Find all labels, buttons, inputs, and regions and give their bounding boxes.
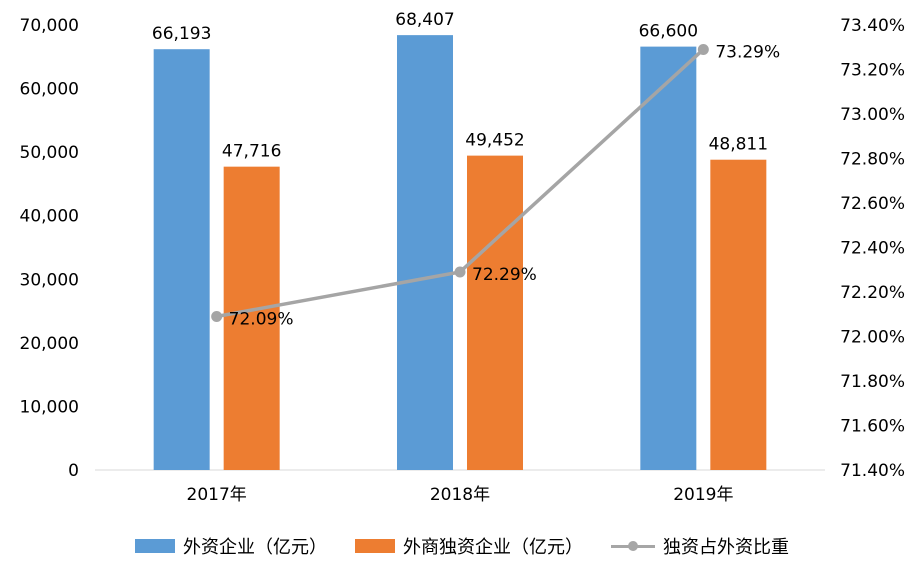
- y2-tick-label: 73.00%: [840, 105, 905, 125]
- y2-tick-label: 73.20%: [840, 61, 905, 81]
- bar: [467, 155, 523, 470]
- y2-tick-label: 72.20%: [840, 283, 905, 303]
- ratio-data-label: 73.29%: [715, 42, 780, 62]
- y2-tick-label: 72.40%: [840, 239, 905, 259]
- y2-tick-label: 72.80%: [840, 150, 905, 170]
- y-tick-label: 50,000: [20, 143, 79, 163]
- x-tick-label: 2018年: [430, 485, 490, 505]
- legend-label-wholly-owned: 外商独资企业（亿元）: [403, 537, 583, 558]
- y2-tick-label: 71.40%: [840, 461, 905, 481]
- y-tick-label: 60,000: [20, 80, 79, 100]
- ratio-data-label: 72.09%: [229, 309, 294, 329]
- bar: [640, 46, 697, 470]
- y-tick-label: 30,000: [20, 270, 79, 290]
- legend: 外资企业（亿元） 外商独资企业（亿元） 独资占外资比重: [0, 528, 924, 564]
- y2-tick-label: 72.00%: [840, 328, 905, 348]
- bar-data-label: 48,811: [709, 135, 768, 155]
- y-tick-label: 20,000: [20, 334, 79, 354]
- y2-tick-label: 71.80%: [840, 372, 905, 392]
- bar: [397, 35, 453, 471]
- legend-item-ratio: 独资占外资比重: [611, 533, 789, 559]
- ratio-data-label: 72.29%: [472, 265, 537, 285]
- y-tick-label: 70,000: [20, 16, 79, 36]
- bar-data-label: 49,452: [465, 131, 524, 151]
- x-tick-label: 2019年: [673, 485, 733, 505]
- y-tick-label: 10,000: [20, 397, 79, 417]
- y2-tick-label: 73.40%: [840, 16, 905, 36]
- legend-swatch-foreign: [135, 539, 175, 553]
- legend-label-foreign: 外资企业（亿元）: [183, 537, 327, 558]
- legend-item-foreign: 外资企业（亿元）: [135, 533, 327, 559]
- x-tick-label: 2017年: [187, 485, 247, 505]
- legend-label-ratio: 独资占外资比重: [663, 537, 789, 558]
- bar-data-label: 66,600: [639, 22, 698, 42]
- bar-data-label: 68,407: [395, 10, 454, 30]
- legend-swatch-wholly-owned: [355, 539, 395, 553]
- ratio-point: [454, 266, 466, 278]
- y2-tick-label: 71.60%: [840, 417, 905, 437]
- bar: [710, 159, 767, 470]
- legend-item-wholly-owned: 外商独资企业（亿元）: [355, 533, 583, 559]
- y-tick-label: 40,000: [20, 207, 79, 227]
- bar: [153, 49, 210, 471]
- y-tick-label: 0: [68, 461, 79, 481]
- y2-tick-label: 72.60%: [840, 194, 905, 214]
- ratio-point: [211, 310, 223, 322]
- bar-data-label: 66,193: [152, 24, 211, 44]
- bar-data-label: 47,716: [222, 142, 281, 162]
- legend-swatch-ratio: [611, 539, 655, 553]
- bar: [223, 166, 280, 470]
- ratio-point: [697, 43, 709, 55]
